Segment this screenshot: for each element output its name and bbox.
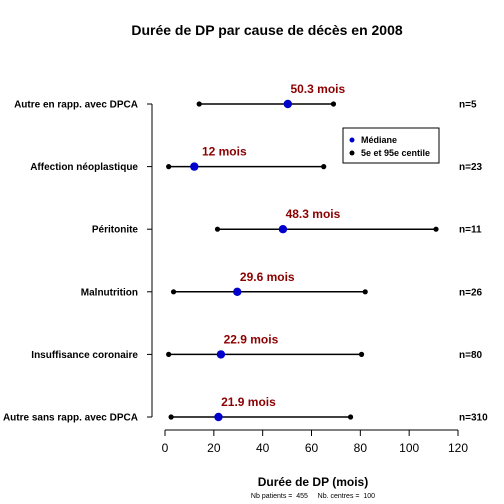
median-value-label: 22.9 mois [224, 332, 279, 346]
n-count-label: n=310 [459, 413, 488, 424]
median-marker [190, 162, 199, 171]
n-count-label: n=5 [459, 100, 477, 111]
median-value-label: 48.3 mois [286, 207, 341, 221]
chart-row: Péritonite 48.3 mois n=11 [92, 207, 482, 236]
median-value-label: 12 mois [202, 145, 247, 159]
legend-interval-label: 5e et 95e centile [361, 148, 430, 158]
axis-layer: 0 20 40 60 80 100 120 [151, 104, 468, 455]
p5-marker [168, 414, 174, 420]
n-count-label: n=80 [459, 350, 483, 361]
median-marker [278, 225, 288, 234]
category-label: Insuffisance coronaire [31, 350, 138, 361]
p5-marker [214, 226, 221, 232]
category-label: Autre en rapp. avec DPCA [14, 100, 138, 111]
rows-layer: Autre en rapp. avec DPCA 50.3 mois n=5 Affe… [3, 82, 488, 424]
median-value-label: 21.9 mois [221, 395, 276, 409]
category-label: Péritonite [92, 225, 139, 236]
chart-row: Autre sans rapp. avec DPCA 21.9 mois n=310 [3, 395, 488, 424]
median-marker [233, 287, 242, 296]
x-tick-label: 20 [207, 441, 221, 455]
median-marker [283, 99, 293, 109]
chart-row: Malnutrition 29.6 mois n=26 [81, 270, 483, 299]
median-value-label: 50.3 mois [290, 82, 345, 96]
p95-marker [321, 164, 327, 170]
category-label: Autre sans rapp. avec DPCA [3, 413, 138, 424]
legend-median-marker [349, 137, 355, 143]
p95-marker [433, 226, 439, 232]
legend-interval-marker [349, 150, 355, 156]
legend-box [342, 127, 440, 164]
footnote: Nb patients = 455 Nb. centres = 100 [251, 493, 375, 500]
category-label: Malnutrition [81, 287, 138, 298]
legend-median-label: Médiane [361, 135, 397, 145]
chart-row: Affection néoplastique 12 mois n=23 [30, 145, 482, 174]
n-count-label: n=26 [459, 287, 483, 298]
median-value-label: 29.6 mois [240, 270, 295, 284]
chart-row: Autre en rapp. avec DPCA 50.3 mois n=5 [14, 82, 477, 111]
p95-marker [330, 101, 337, 107]
x-tick-label: 100 [399, 441, 419, 455]
legend: Médiane 5e et 95e centile [342, 127, 440, 164]
x-axis-label: Durée de DP (mois) [258, 475, 368, 489]
p5-marker [170, 289, 177, 295]
category-label: Affection néoplastique [30, 162, 138, 173]
median-marker [216, 350, 226, 359]
chart-title: Durée de DP par cause de décès en 2008 [131, 22, 403, 38]
p95-marker [347, 414, 354, 420]
p5-marker [166, 351, 172, 357]
n-count-label: n=23 [459, 162, 483, 173]
n-count-label: n=11 [459, 225, 482, 236]
p95-marker [362, 289, 368, 295]
x-tick-label: 60 [305, 441, 319, 455]
p5-marker [196, 101, 202, 107]
chart-row: Insuffisance coronaire 22.9 mois n=80 [31, 332, 482, 361]
p5-marker [166, 164, 172, 170]
x-tick-label: 0 [162, 441, 169, 455]
median-marker [214, 412, 223, 422]
x-tick-label: 120 [448, 441, 468, 455]
x-tick-label: 80 [354, 441, 368, 455]
p95-marker [358, 351, 365, 357]
x-tick-label: 40 [256, 441, 270, 455]
